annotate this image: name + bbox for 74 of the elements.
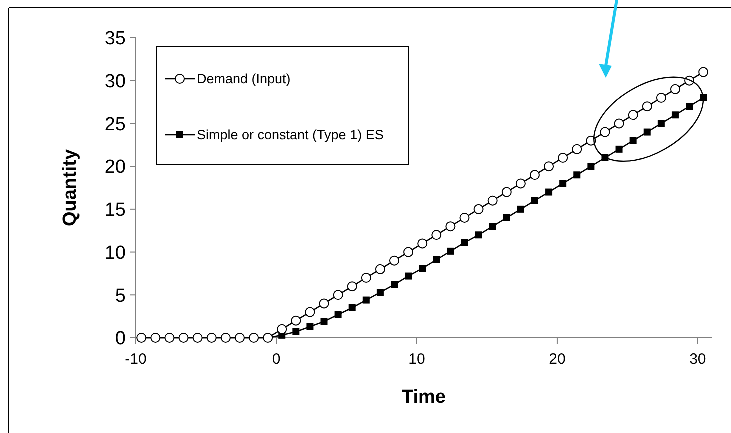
point xyxy=(558,153,568,163)
point xyxy=(658,120,665,128)
point xyxy=(460,213,470,223)
point xyxy=(672,112,679,119)
legend-label: Simple or constant (Type 1) ES xyxy=(197,128,384,143)
point xyxy=(530,170,540,180)
x-tick-label: 20 xyxy=(549,351,566,368)
point xyxy=(319,298,330,309)
point xyxy=(572,144,582,154)
point xyxy=(474,204,484,214)
point xyxy=(432,230,442,240)
point xyxy=(333,290,344,300)
point xyxy=(560,180,567,188)
point xyxy=(475,232,482,239)
point xyxy=(630,137,637,144)
point xyxy=(306,323,314,330)
point xyxy=(503,214,510,222)
point xyxy=(546,188,553,196)
point xyxy=(461,239,468,246)
point xyxy=(670,84,680,94)
point xyxy=(517,206,524,213)
point xyxy=(628,110,638,120)
point xyxy=(320,318,328,326)
point xyxy=(614,118,624,129)
point xyxy=(404,247,414,258)
point xyxy=(574,172,581,179)
point xyxy=(376,289,384,296)
y-tick-label: 15 xyxy=(104,200,126,222)
point xyxy=(418,238,428,249)
point xyxy=(531,197,538,204)
point xyxy=(686,103,694,110)
x-tick-label: -10 xyxy=(125,351,147,368)
point xyxy=(419,265,426,272)
point xyxy=(361,273,372,283)
legend-label: Demand (Input) xyxy=(197,72,291,87)
point xyxy=(544,162,554,172)
y-tick-label: 30 xyxy=(104,72,126,93)
x-tick-label: 10 xyxy=(408,351,426,368)
point xyxy=(291,316,302,326)
x-tick-label: 30 xyxy=(690,351,706,368)
point xyxy=(433,256,440,264)
y-tick-label: 25 xyxy=(104,114,126,136)
x-tick-label: 0 xyxy=(272,351,281,368)
point xyxy=(277,324,288,334)
point xyxy=(391,281,398,288)
point xyxy=(375,264,386,274)
y-tick-label: 20 xyxy=(104,157,126,178)
point xyxy=(600,127,610,138)
y-tick-label: 5 xyxy=(115,286,126,307)
point xyxy=(616,146,623,153)
point xyxy=(405,272,412,280)
y-axis-title: Quantity xyxy=(60,149,81,227)
y-tick-label: 0 xyxy=(115,328,126,350)
point xyxy=(698,67,709,78)
x-axis-title: Time xyxy=(402,387,446,408)
y-tick-label: 10 xyxy=(104,242,126,264)
point xyxy=(644,128,651,136)
point xyxy=(488,196,498,206)
point xyxy=(305,307,316,318)
point xyxy=(588,163,595,170)
point xyxy=(347,282,358,292)
point xyxy=(292,328,300,336)
point xyxy=(334,311,342,318)
point xyxy=(656,93,666,103)
point xyxy=(362,296,370,304)
point xyxy=(502,187,512,198)
point xyxy=(447,248,454,255)
y-tick-label: 35 xyxy=(104,28,126,50)
point xyxy=(516,178,526,189)
point xyxy=(390,256,400,266)
point xyxy=(489,223,496,230)
point xyxy=(642,102,652,112)
point xyxy=(446,222,456,232)
point xyxy=(348,304,356,312)
